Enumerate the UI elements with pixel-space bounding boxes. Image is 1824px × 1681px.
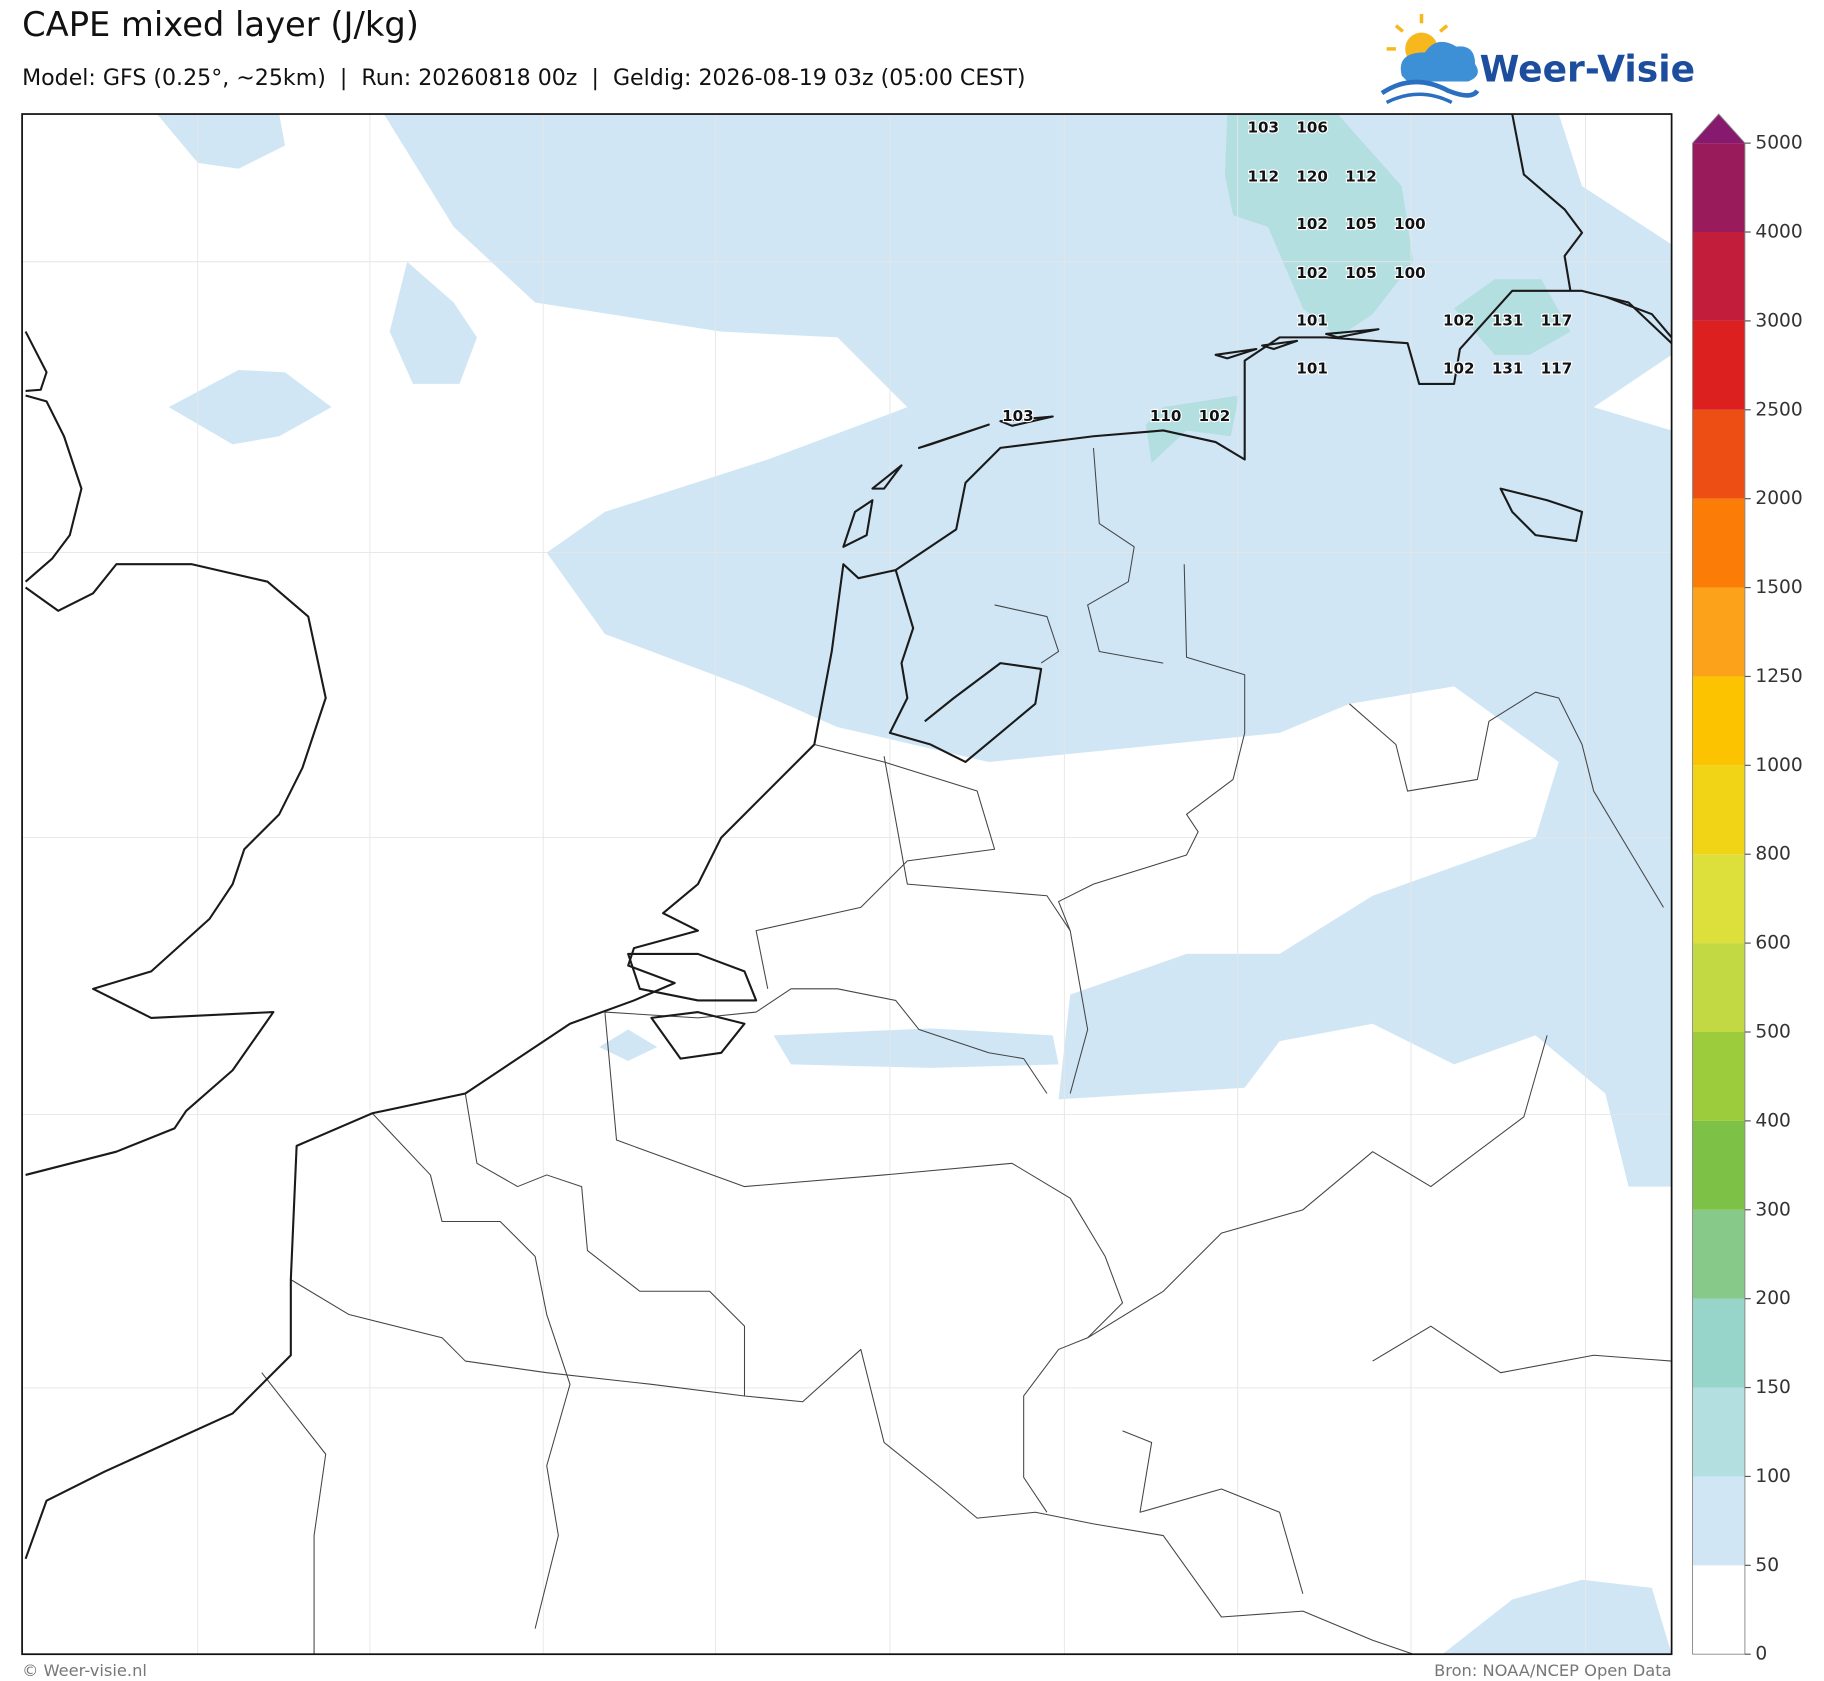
point-label: 102 <box>1443 359 1475 377</box>
cape-area <box>773 1028 1059 1068</box>
point-label: 131 <box>1492 312 1524 330</box>
colorbar-band <box>1692 498 1745 588</box>
colorbar-band <box>1692 409 1745 499</box>
colorbar-tick-label: 5000 <box>1755 133 1802 154</box>
colorbar-tick-label: 100 <box>1755 1466 1791 1487</box>
point-label: 112 <box>1248 167 1280 185</box>
colorbar-band <box>1692 1298 1745 1388</box>
credit: © Weer-visie.nl <box>22 1661 147 1680</box>
point-label: 103 <box>1248 119 1280 137</box>
colorbar-tick-label: 0 <box>1755 1644 1767 1665</box>
map: 103 106 112 120 112 102 105 100 102 105 100 101 102 1… <box>22 114 1672 1655</box>
map-frame <box>21 113 1673 1656</box>
colorbar-band <box>1692 765 1745 855</box>
point-label: 110 <box>1150 407 1182 425</box>
colorbar-tick-label: 300 <box>1755 1199 1791 1220</box>
cape-area <box>383 114 1672 1187</box>
colorbar-tick-label: 200 <box>1755 1288 1791 1309</box>
colorbar-band <box>1692 1387 1745 1477</box>
cape-area <box>1145 395 1239 464</box>
colorbar-band <box>1692 1565 1745 1655</box>
cape-area <box>1442 1579 1672 1655</box>
colorbar-tick-label: 50 <box>1755 1555 1779 1576</box>
colorbar-tick-label: 3000 <box>1755 310 1802 331</box>
cape-area <box>168 369 332 445</box>
colorbar-tick-label: 1500 <box>1755 577 1802 598</box>
colorbar-tick-label: 1250 <box>1755 666 1802 687</box>
coastlines <box>24 114 1672 1560</box>
colorbar-tick-label: 600 <box>1755 933 1791 954</box>
cape-area <box>1224 114 1414 338</box>
point-label: 112 <box>1345 167 1377 185</box>
point-label: 120 <box>1296 167 1328 185</box>
colorbar-band <box>1692 676 1745 766</box>
point-label: 105 <box>1345 215 1377 233</box>
point-label: 102 <box>1296 264 1328 282</box>
colorbar-band <box>1692 1031 1745 1121</box>
cape-area <box>1454 279 1571 355</box>
point-label: 117 <box>1541 359 1573 377</box>
borders <box>261 447 1672 1655</box>
point-label: 100 <box>1394 215 1426 233</box>
point-label: 102 <box>1443 312 1475 330</box>
cape-area <box>599 1029 658 1061</box>
colorbar-tick-label: 1000 <box>1755 755 1802 776</box>
subtitle: Model: GFS (0.25°, ~25km) | Run: 2026081… <box>22 65 1025 91</box>
colorbar-tick-label: 4000 <box>1755 222 1802 243</box>
colorbar-tick-label: 2500 <box>1755 399 1802 420</box>
colorbar-tick-label: 2000 <box>1755 488 1802 509</box>
cape-area <box>157 114 285 169</box>
point-label: 131 <box>1492 359 1524 377</box>
point-label: 105 <box>1345 264 1377 282</box>
source: Bron: NOAA/NCEP Open Data <box>1434 1661 1672 1680</box>
colorbar-band <box>1692 1209 1745 1299</box>
colorbar-band <box>1692 143 1745 233</box>
colorbar-tick-label: 150 <box>1755 1377 1791 1398</box>
colorbar-band <box>1692 1120 1745 1210</box>
title: CAPE mixed layer (J/kg) <box>22 5 419 44</box>
colorbar: 0 50 100 150 200 300 400 500 600 800 1000 1250 1500 2… <box>1692 113 1803 1665</box>
colorbar-band <box>1692 1476 1745 1566</box>
colorbar-band <box>1692 320 1745 410</box>
point-label: 100 <box>1394 264 1426 282</box>
colorbar-band <box>1692 587 1745 677</box>
colorbar-band <box>1692 943 1745 1032</box>
colorbar-band <box>1692 232 1745 321</box>
point-label: 102 <box>1199 407 1231 425</box>
point-label: 103 <box>1002 407 1034 425</box>
point-label: 117 <box>1541 312 1573 330</box>
logo-text: Weer-Visie <box>1480 48 1695 90</box>
point-label: 106 <box>1296 119 1328 137</box>
colorbar-outline <box>1692 113 1746 1655</box>
point-label: 101 <box>1296 312 1328 330</box>
graticule <box>22 114 1672 1655</box>
point-label: 101 <box>1296 359 1328 377</box>
colorbar-tick-label: 800 <box>1755 844 1791 865</box>
logo: Weer-Visie <box>1380 13 1695 104</box>
colorbar-tick-label: 500 <box>1755 1021 1791 1042</box>
point-label: 102 <box>1296 215 1328 233</box>
colorbar-extend <box>1692 114 1745 144</box>
colorbar-tick-label: 400 <box>1755 1110 1791 1131</box>
colorbar-band <box>1692 854 1745 944</box>
cape-area <box>389 261 477 384</box>
point-labels: 103 106 112 120 112 102 105 100 102 105 100 101 102 1… <box>1001 117 1573 426</box>
